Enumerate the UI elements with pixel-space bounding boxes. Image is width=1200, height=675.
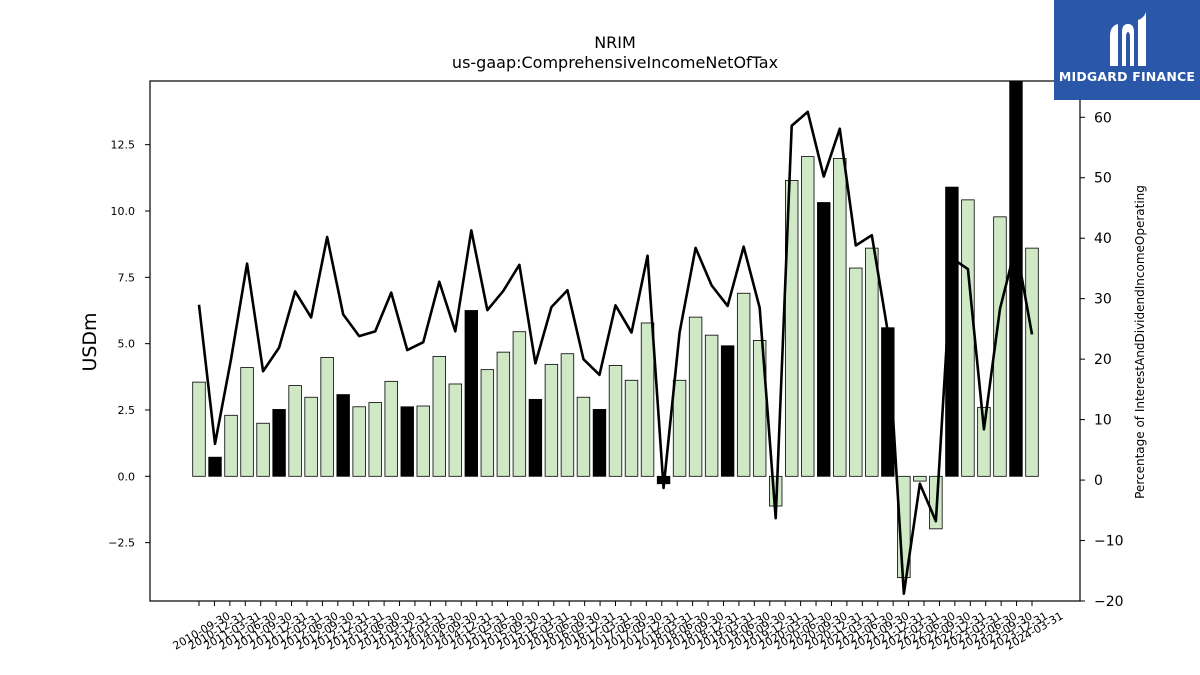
bar xyxy=(464,310,479,477)
bar xyxy=(720,345,735,477)
bar xyxy=(544,363,559,477)
y-tick-label: 10.0 xyxy=(111,205,136,218)
bar xyxy=(352,406,366,477)
y2-tick-label: 10 xyxy=(1094,413,1112,429)
bar xyxy=(368,402,382,477)
y2-tick-label: 20 xyxy=(1094,352,1112,368)
y2-tick-label: −10 xyxy=(1094,534,1124,550)
y-tick-label: 7.5 xyxy=(118,271,136,284)
logo-text: MIDGARD FINANCE xyxy=(1058,69,1196,84)
y2-tick-label: 0 xyxy=(1094,473,1103,489)
brand-logo: MIDGARD FINANCE xyxy=(1054,0,1200,100)
bar xyxy=(560,353,575,477)
bar xyxy=(512,331,527,477)
bar xyxy=(1009,80,1023,477)
bar xyxy=(336,394,350,477)
y2-axis-label: Percentage of InterestAndDividendIncomeO… xyxy=(1133,185,1147,499)
y2-tick-label: 60 xyxy=(1094,110,1112,126)
bar xyxy=(384,380,398,477)
y2-tick-label: 30 xyxy=(1094,292,1112,308)
y-tick-label: 2.5 xyxy=(118,404,136,417)
bar xyxy=(1025,247,1039,477)
bar xyxy=(448,383,463,477)
y-tick-label: −2.5 xyxy=(108,537,135,550)
bar xyxy=(480,369,495,477)
bar xyxy=(400,406,414,477)
chart-title: NRIM xyxy=(594,33,636,52)
bar xyxy=(736,292,751,477)
bar xyxy=(416,405,430,477)
bar xyxy=(977,406,991,477)
series-line xyxy=(197,110,1034,596)
y-axis-label: USDm xyxy=(79,312,101,371)
bar xyxy=(865,247,879,477)
bar xyxy=(288,385,302,477)
bar xyxy=(528,398,543,477)
bar xyxy=(240,367,254,477)
bar xyxy=(785,180,799,477)
bar xyxy=(592,409,607,477)
bar xyxy=(752,340,767,477)
bar xyxy=(961,199,975,477)
bar xyxy=(320,357,334,477)
bar xyxy=(192,381,206,477)
chart-subtitle: us-gaap:ComprehensiveIncomeNetOfTax xyxy=(452,53,778,72)
y-tick-label: 12.5 xyxy=(111,139,136,152)
y2-tick-label: 40 xyxy=(1094,231,1112,247)
bar xyxy=(576,396,591,477)
bar xyxy=(688,316,703,477)
bar xyxy=(432,355,446,477)
bar xyxy=(256,422,270,477)
bar xyxy=(224,414,238,477)
y-tick-label: 0.0 xyxy=(118,470,136,483)
y2-tick-label: 50 xyxy=(1094,171,1112,187)
bar xyxy=(801,156,815,477)
bar xyxy=(704,334,719,477)
bar xyxy=(817,202,831,477)
bar xyxy=(624,379,639,477)
y2-tick-label: −20 xyxy=(1094,594,1124,610)
bar xyxy=(833,158,847,477)
bar xyxy=(272,409,286,477)
bar xyxy=(208,456,222,477)
bar xyxy=(913,475,927,482)
bar xyxy=(496,351,511,477)
bar xyxy=(608,365,623,477)
logo-mark-icon xyxy=(1110,12,1146,66)
bar xyxy=(849,267,863,477)
bar xyxy=(640,322,655,477)
y-tick-label: 5.0 xyxy=(118,338,136,351)
bar xyxy=(672,379,687,477)
bar xyxy=(304,396,318,477)
